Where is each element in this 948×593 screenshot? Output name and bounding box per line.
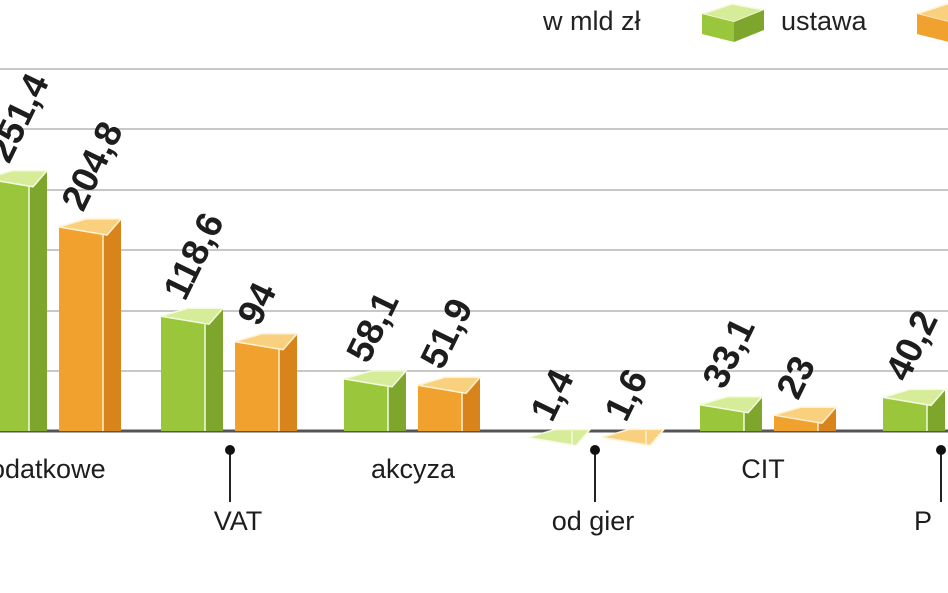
bar-ustawa-5 xyxy=(882,388,947,431)
bar-series2-2 xyxy=(417,376,482,431)
value-label-1-2: 51,9 xyxy=(412,292,480,375)
bar-series2-0 xyxy=(58,218,123,431)
category-label-3: od gier xyxy=(552,506,635,536)
category-label-1: VAT xyxy=(214,506,263,536)
legend-series-1-label: ustawa xyxy=(781,6,867,36)
value-label-0-2: 58,1 xyxy=(338,286,406,369)
bar-series2-4 xyxy=(773,406,838,431)
bar-series2-3 xyxy=(601,428,666,447)
legend-unit-label: w mld zł xyxy=(543,6,641,36)
legend-swatch-series2 xyxy=(914,3,948,42)
bar-ustawa-2 xyxy=(343,370,408,431)
value-label-0-5: 40,2 xyxy=(877,304,945,387)
category-label-4: CIT xyxy=(741,454,785,484)
bar-ustawa-0 xyxy=(0,170,49,431)
category-label-0: odatkowe xyxy=(0,454,106,484)
category-labels: odatkowe VAT akcyza od gier CIT P xyxy=(0,445,946,536)
category-leader-dot xyxy=(590,445,600,455)
value-label-1-0: 204,8 xyxy=(53,115,130,216)
value-label-0-0: 251,4 xyxy=(0,67,57,169)
legend xyxy=(699,3,948,42)
bar-ustawa-4 xyxy=(699,395,764,431)
value-label-1-4: 23 xyxy=(768,350,823,405)
value-label-0-3: 1,4 xyxy=(522,362,582,427)
value-label-1-1: 94 xyxy=(229,276,284,331)
category-label-2: akcyza xyxy=(371,454,456,484)
category-leader-dot xyxy=(225,445,235,455)
bar-ustawa-3 xyxy=(527,428,592,447)
category-label-5: P xyxy=(914,506,932,536)
value-label-0-1: 118,6 xyxy=(155,206,232,305)
bar-ustawa-1 xyxy=(160,307,225,431)
category-leader-dot xyxy=(936,445,946,455)
value-label-0-4: 33,1 xyxy=(694,312,762,395)
value-label-1-3: 1,6 xyxy=(596,363,655,427)
bars xyxy=(0,170,947,447)
legend-swatch-ustawa xyxy=(699,3,767,42)
bar-series2-1 xyxy=(234,332,299,431)
